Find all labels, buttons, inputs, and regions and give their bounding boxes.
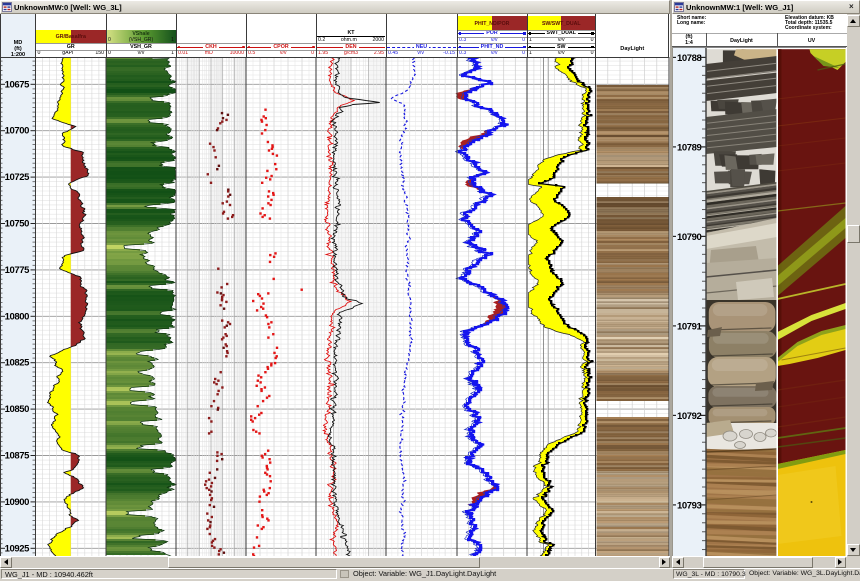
svg-text:10850: 10850 <box>5 404 30 415</box>
svg-text:10825: 10825 <box>5 357 31 368</box>
svg-text:10875: 10875 <box>5 450 31 461</box>
svg-text:10790: 10790 <box>677 232 702 243</box>
svg-text:10789: 10789 <box>677 142 702 153</box>
svg-text:10700: 10700 <box>5 125 30 136</box>
svg-text:10788: 10788 <box>677 53 702 64</box>
svg-text:10925: 10925 <box>5 543 31 554</box>
svg-text:10792: 10792 <box>677 411 702 422</box>
svg-text:10900: 10900 <box>5 496 30 507</box>
svg-text:10725: 10725 <box>5 172 31 183</box>
svg-text:10791: 10791 <box>677 321 703 332</box>
svg-text:10800: 10800 <box>5 311 30 322</box>
svg-text:10675: 10675 <box>5 79 31 90</box>
svg-text:10775: 10775 <box>5 264 31 275</box>
svg-text:10750: 10750 <box>5 218 30 229</box>
svg-text:10793: 10793 <box>677 500 702 511</box>
